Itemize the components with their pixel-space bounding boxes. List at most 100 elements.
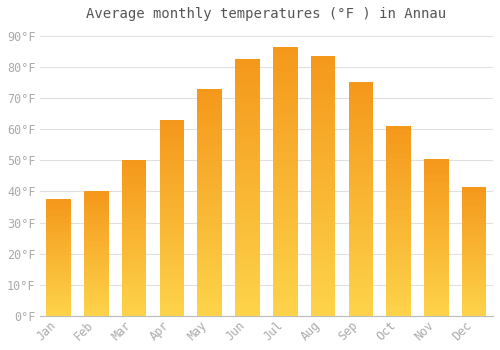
Bar: [160, 310, 184, 312]
Bar: [46, 244, 71, 245]
Bar: [310, 87, 336, 90]
Bar: [462, 300, 486, 302]
Bar: [235, 290, 260, 293]
Bar: [84, 300, 108, 301]
Bar: [235, 152, 260, 154]
Bar: [386, 202, 411, 204]
Bar: [386, 150, 411, 153]
Bar: [424, 303, 448, 305]
Bar: [122, 254, 146, 255]
Bar: [198, 314, 222, 316]
Bar: [348, 192, 373, 195]
Bar: [273, 162, 297, 165]
Bar: [198, 127, 222, 130]
Bar: [348, 169, 373, 171]
Bar: [122, 314, 146, 316]
Bar: [348, 202, 373, 204]
Bar: [348, 155, 373, 157]
Bar: [84, 264, 108, 265]
Bar: [122, 173, 146, 174]
Bar: [273, 92, 297, 95]
Bar: [198, 245, 222, 248]
Bar: [46, 240, 71, 241]
Bar: [160, 206, 184, 208]
Bar: [46, 273, 71, 274]
Bar: [122, 286, 146, 288]
Bar: [424, 294, 448, 295]
Bar: [198, 134, 222, 136]
Bar: [273, 170, 297, 173]
Bar: [84, 210, 108, 211]
Bar: [198, 236, 222, 239]
Bar: [348, 237, 373, 239]
Bar: [273, 270, 297, 273]
Bar: [273, 82, 297, 84]
Bar: [160, 177, 184, 178]
Bar: [386, 185, 411, 187]
Bar: [84, 251, 108, 252]
Bar: [235, 126, 260, 128]
Bar: [310, 90, 336, 92]
Bar: [386, 234, 411, 236]
Bar: [84, 236, 108, 237]
Bar: [160, 181, 184, 183]
Bar: [310, 207, 336, 209]
Bar: [462, 289, 486, 290]
Bar: [46, 235, 71, 237]
Bar: [160, 130, 184, 132]
Bar: [273, 248, 297, 251]
Bar: [424, 190, 448, 192]
Bar: [462, 264, 486, 266]
Bar: [462, 218, 486, 219]
Bar: [46, 274, 71, 275]
Bar: [46, 295, 71, 296]
Bar: [273, 68, 297, 71]
Bar: [160, 285, 184, 287]
Bar: [310, 134, 336, 136]
Bar: [462, 250, 486, 251]
Bar: [310, 209, 336, 212]
Bar: [46, 255, 71, 257]
Bar: [122, 212, 146, 213]
Bar: [198, 186, 222, 189]
Bar: [424, 272, 448, 273]
Bar: [84, 315, 108, 316]
Bar: [46, 241, 71, 243]
Bar: [348, 115, 373, 117]
Bar: [46, 220, 71, 221]
Bar: [348, 153, 373, 155]
Bar: [235, 239, 260, 241]
Bar: [46, 314, 71, 315]
Bar: [84, 295, 108, 296]
Bar: [198, 123, 222, 125]
Bar: [386, 187, 411, 189]
Bar: [46, 285, 71, 286]
Bar: [198, 302, 222, 304]
Bar: [160, 233, 184, 236]
Bar: [160, 263, 184, 265]
Bar: [235, 282, 260, 285]
Bar: [310, 295, 336, 298]
Bar: [424, 195, 448, 196]
Bar: [386, 255, 411, 257]
Bar: [273, 141, 297, 144]
Bar: [198, 132, 222, 134]
Bar: [160, 210, 184, 212]
Bar: [84, 198, 108, 199]
Bar: [84, 249, 108, 250]
Bar: [46, 219, 71, 220]
Bar: [348, 274, 373, 276]
Bar: [310, 56, 336, 58]
Bar: [424, 168, 448, 170]
Bar: [386, 181, 411, 183]
Bar: [198, 118, 222, 120]
Bar: [160, 149, 184, 151]
Bar: [386, 193, 411, 194]
Bar: [84, 288, 108, 290]
Bar: [348, 209, 373, 211]
Bar: [84, 267, 108, 268]
Bar: [46, 251, 71, 252]
Bar: [122, 221, 146, 223]
Bar: [348, 251, 373, 253]
Bar: [386, 267, 411, 268]
